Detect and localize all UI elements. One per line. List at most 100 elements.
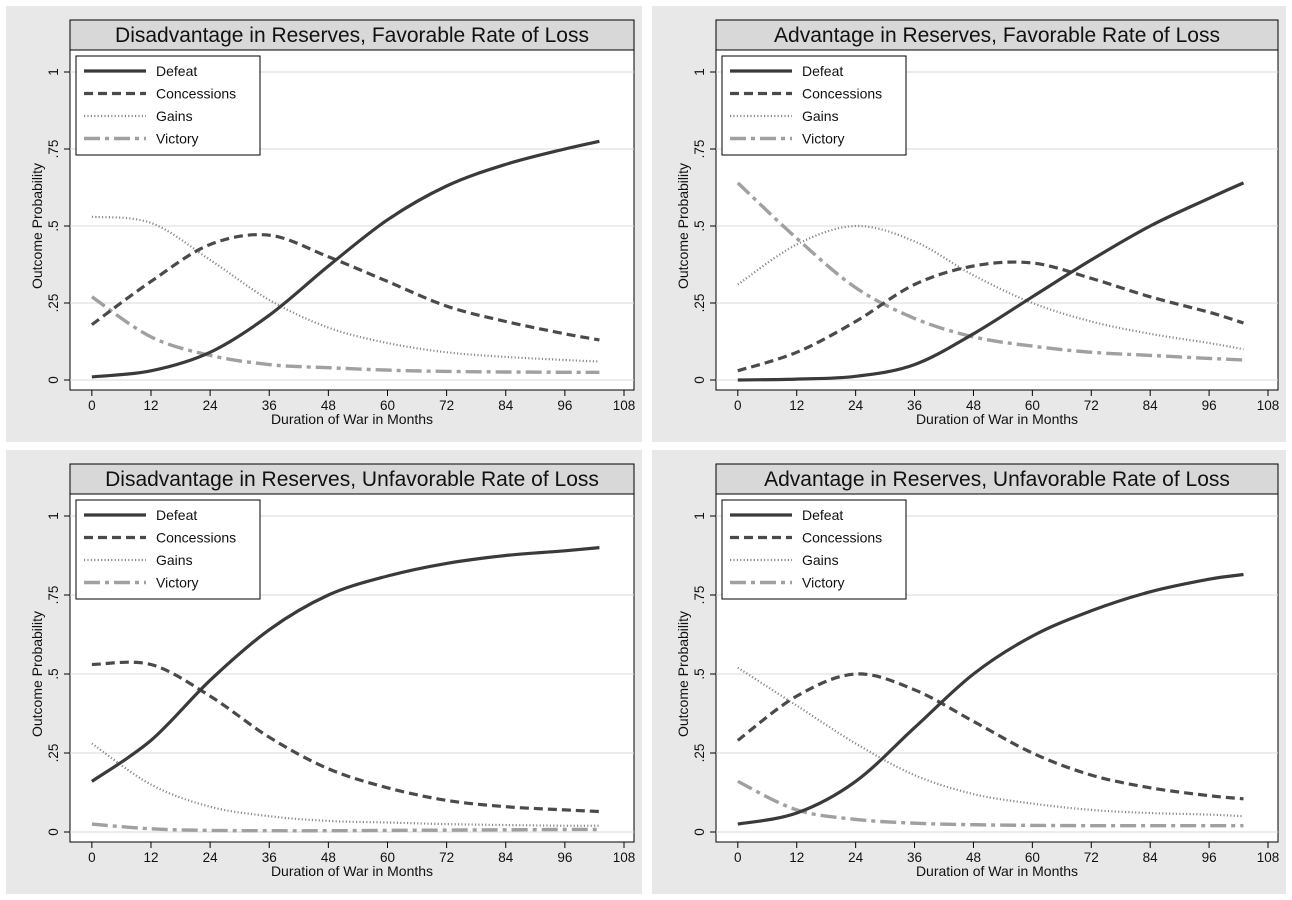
legend-label-concessions: Concessions [802,86,882,102]
x-axis-label: Duration of War in Months [271,863,433,879]
chart-panel-3: Disadvantage in Reserves, Unfavorable Ra… [6,450,642,894]
legend-label-concessions: Concessions [156,530,236,546]
legend-label-defeat: Defeat [156,63,197,79]
x-tick-label: 84 [498,850,514,865]
series-line-gains [737,224,1244,351]
legend-label-defeat: Defeat [802,63,843,79]
series-line-defeat [737,572,1244,826]
series-line-gains [91,215,600,363]
x-axis-label: Duration of War in Months [916,411,1078,427]
x-tick-label: 60 [380,398,395,413]
y-tick-label: .5 [692,220,707,231]
x-tick-label: 36 [907,850,922,865]
legend: Defeat Concessions Gains Victory [721,499,907,600]
x-tick-label: 96 [557,398,572,413]
legend-label-gains: Gains [802,108,839,124]
chart-title-box [715,463,1279,495]
chart-title-box [69,463,635,495]
legend-label-concessions: Concessions [802,530,882,546]
x-tick-label: 108 [1257,398,1280,413]
legend-label-gains: Gains [156,552,193,568]
x-axis-label: Duration of War in Months [271,411,433,427]
chart-title-box [69,19,635,51]
x-tick-label: 108 [1257,850,1280,865]
y-tick-label: 0 [692,828,707,836]
legend-label-victory: Victory [802,131,845,147]
x-tick-label: 108 [613,398,636,413]
legend-label-gains: Gains [156,108,193,124]
y-tick-label: 1 [46,512,61,520]
series-line-defeat [737,181,1245,382]
x-tick-label: 12 [789,398,804,413]
x-tick-label: 12 [789,850,804,865]
x-tick-label: 108 [613,850,636,865]
legend: Defeat Concessions Gains Victory [75,55,261,156]
legend-label-victory: Victory [802,575,845,591]
x-tick-label: 96 [1202,398,1217,413]
x-tick-label: 24 [848,850,864,865]
chart-title: Advantage in Reserves, Unfavorable Rate … [764,468,1230,491]
chart-panel-4: Advantage in Reserves, Unfavorable Rate … [652,450,1286,894]
chart-title: Advantage in Reserves, Favorable Rate of… [774,24,1220,47]
x-tick-label: 72 [439,850,454,865]
x-tick-label: 24 [848,398,864,413]
legend: Defeat Concessions Gains Victory [75,499,261,600]
legend-label-victory: Victory [156,575,199,591]
legend-label-concessions: Concessions [156,86,236,102]
chart-panel-2: Advantage in Reserves, Favorable Rate of… [652,6,1286,442]
y-tick-label: .75 [46,586,61,605]
x-axis-label: Duration of War in Months [916,863,1078,879]
series-line-concessions [736,672,1244,801]
series-line-victory [736,181,1244,362]
chart-title: Disadvantage in Reserves, Unfavorable Ra… [105,468,599,491]
x-tick-label: 0 [88,850,96,865]
x-tick-label: 12 [143,398,158,413]
x-tick-label: 72 [1084,398,1099,413]
y-tick-label: .75 [46,140,61,159]
chart-title: Disadvantage in Reserves, Favorable Rate… [115,24,589,47]
x-tick-label: 48 [321,850,336,865]
y-tick-label: .5 [692,668,707,679]
legend-label-gains: Gains [802,552,839,568]
y-axis-label: Outcome Probability [675,611,691,737]
x-tick-label: 0 [734,398,742,413]
y-tick-label: 0 [46,376,61,384]
x-tick-label: 12 [143,850,158,865]
x-tick-label: 72 [1084,850,1099,865]
chart-panel-1: Disadvantage in Reserves, Favorable Rate… [6,6,642,442]
x-tick-label: 60 [1025,850,1040,865]
y-tick-label: .5 [46,668,61,679]
legend: Defeat Concessions Gains Victory [721,55,907,156]
y-tick-label: 1 [692,68,707,76]
x-tick-label: 84 [1143,398,1159,413]
x-tick-label: 96 [1202,850,1217,865]
y-tick-label: .75 [692,140,707,159]
y-tick-label: 1 [46,68,61,76]
y-tick-label: .25 [46,744,61,763]
x-tick-label: 96 [557,850,572,865]
x-tick-label: 0 [88,398,96,413]
series-line-victory [90,295,600,375]
y-tick-label: .25 [46,294,61,313]
legend-label-defeat: Defeat [156,507,197,523]
y-tick-label: 1 [692,512,707,520]
y-axis-label: Outcome Probability [675,163,691,289]
y-tick-label: .75 [692,586,707,605]
x-tick-label: 60 [1025,398,1040,413]
plot-area [69,49,635,391]
x-tick-label: 36 [262,398,277,413]
series-line-concessions [91,660,600,814]
x-tick-label: 48 [966,850,981,865]
y-tick-label: 0 [46,828,61,836]
series-line-defeat [91,139,600,379]
y-axis-label: Outcome Probability [29,163,45,289]
x-tick-label: 48 [321,398,336,413]
x-tick-label: 60 [380,850,395,865]
chart-title-box [715,19,1279,51]
x-tick-label: 24 [203,850,219,865]
series-line-concessions [737,260,1244,373]
y-tick-label: 0 [692,376,707,384]
series-line-concessions [90,233,600,342]
x-tick-label: 0 [734,850,742,865]
